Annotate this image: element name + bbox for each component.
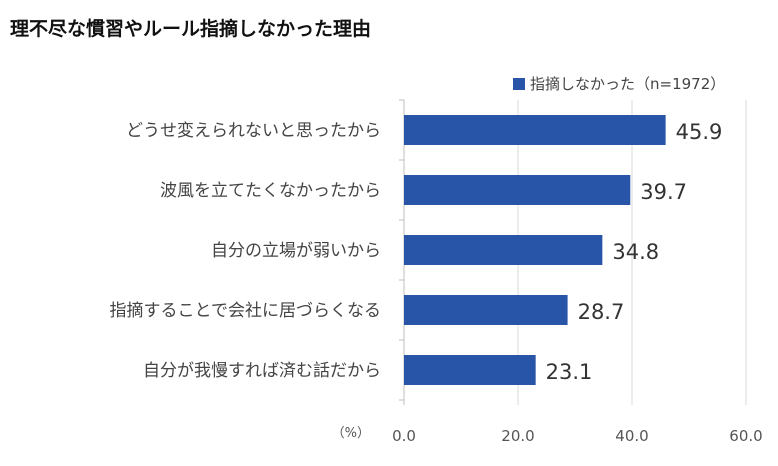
x-tick-label: 40.0	[615, 427, 648, 445]
category-label: どうせ変えられないと思ったから	[126, 121, 381, 141]
category-label: 波風を立てたくなかったから	[160, 181, 381, 201]
x-tick-label: 60.0	[729, 427, 762, 445]
data-label: 23.1	[546, 360, 593, 384]
bar	[404, 235, 603, 265]
bar	[404, 295, 568, 325]
data-label: 39.7	[640, 180, 687, 204]
data-label: 45.9	[676, 120, 723, 144]
bar	[404, 175, 631, 205]
category-label: 自分が我慢すれば済む話だから	[143, 360, 381, 381]
legend-label: 指摘しなかった（n=1972）	[530, 75, 725, 93]
chart-title: 理不尽な慣習やルール指摘しなかった理由	[10, 18, 372, 40]
legend-swatch	[513, 78, 525, 90]
x-unit-label: （%）	[332, 426, 370, 441]
category-label: 自分の立場が弱いから	[211, 241, 381, 261]
data-label: 34.8	[612, 240, 659, 264]
x-tick-label: 0.0	[392, 427, 416, 445]
category-label: 指摘することで会社に居づらくなる	[110, 301, 382, 321]
x-tick-label: 20.0	[501, 427, 534, 445]
bar	[404, 115, 666, 145]
data-label: 28.7	[578, 300, 625, 324]
bar	[404, 355, 536, 385]
